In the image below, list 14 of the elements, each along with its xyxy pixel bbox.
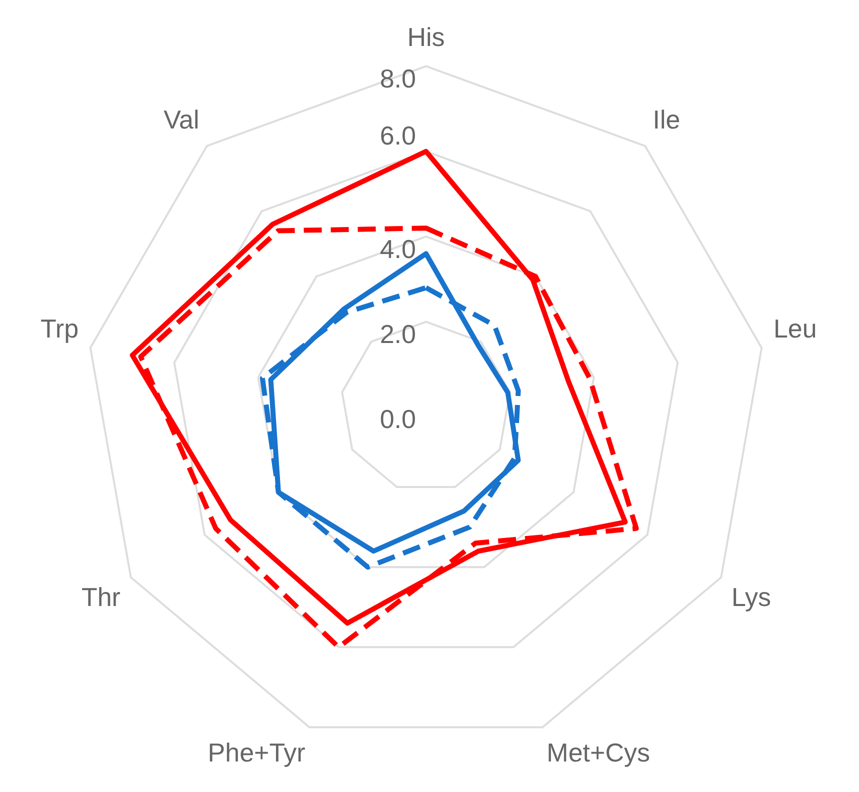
y-tick-label: 8.0 xyxy=(380,63,416,94)
y-tick-label: 4.0 xyxy=(380,234,416,264)
spoke-label: Ile xyxy=(652,104,680,134)
spoke-label: Phe+Tyr xyxy=(208,737,306,768)
y-tick-label: 6.0 xyxy=(380,120,416,151)
spoke-label: Met+Cys xyxy=(546,737,650,768)
spoke-label: Lys xyxy=(732,582,772,612)
y-tick-label: 0.0 xyxy=(380,404,416,434)
spoke-label: Leu xyxy=(773,313,817,344)
y-tick-label: 2.0 xyxy=(380,318,416,349)
spoke-label: Trp xyxy=(40,313,79,344)
spoke-label: Val xyxy=(164,104,200,134)
spoke-label: His xyxy=(407,22,445,52)
spoke-label: Thr xyxy=(81,582,121,612)
